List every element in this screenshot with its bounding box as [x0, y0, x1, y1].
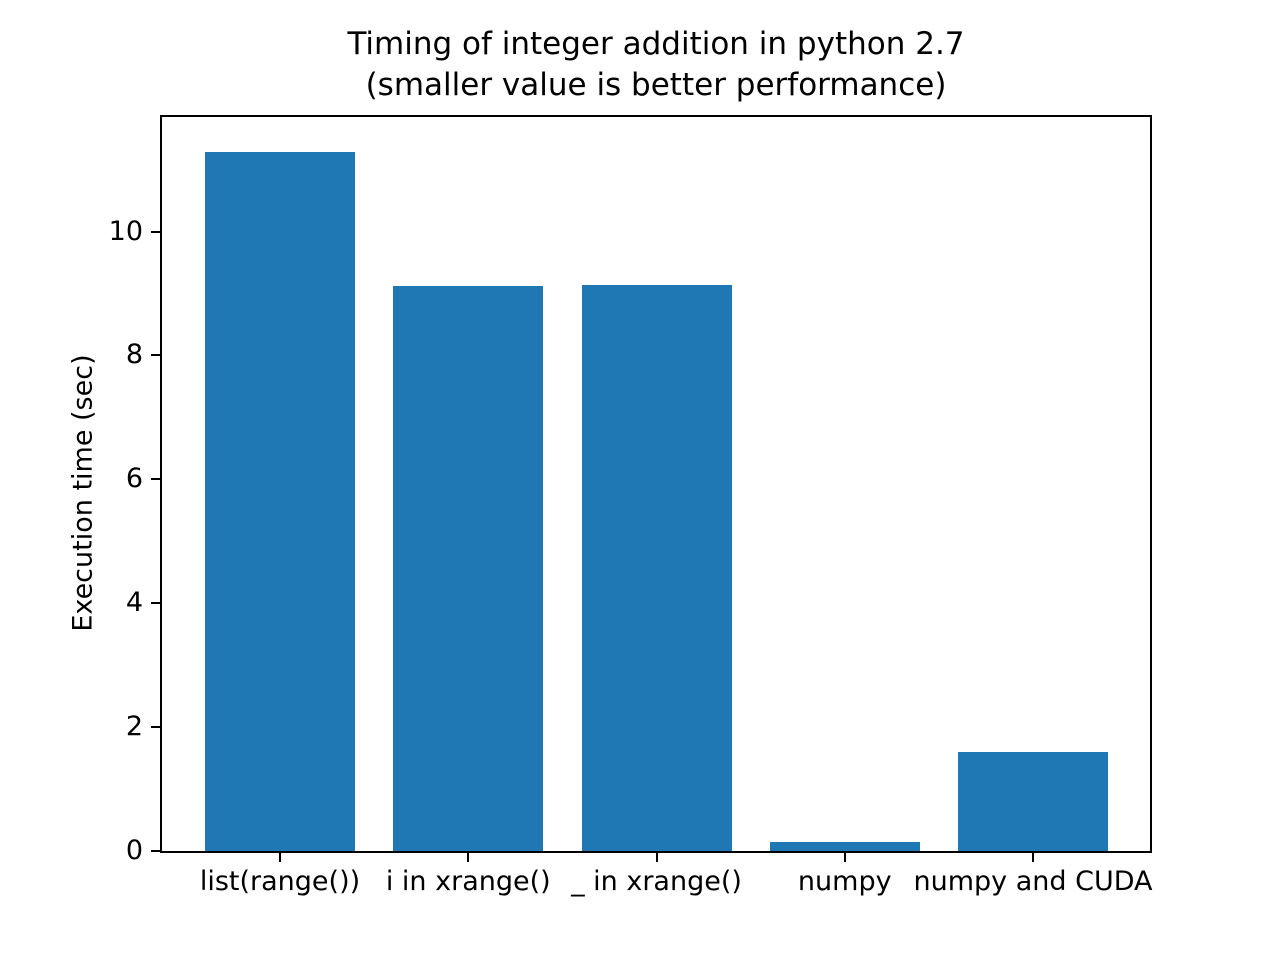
chart-title-line1: Timing of integer addition in python 2.7	[347, 26, 965, 62]
x-tick-mark	[1032, 853, 1034, 862]
y-tick-label: 10	[108, 215, 143, 247]
x-tick-label: _ in xrange()	[571, 866, 742, 897]
plot-area	[160, 115, 1152, 853]
bar-1	[393, 286, 544, 851]
bar-4	[958, 751, 1108, 851]
x-tick-label: numpy and CUDA	[913, 866, 1153, 897]
y-tick-label: 0	[125, 835, 143, 866]
chart-title: Timing of integer addition in python 2.7…	[160, 24, 1152, 106]
bar-3	[769, 842, 920, 851]
y-tick-mark	[151, 850, 160, 852]
y-tick-mark	[151, 602, 160, 605]
x-tick-mark	[655, 853, 658, 862]
y-tick-label: 2	[125, 711, 143, 743]
bar-2	[581, 284, 732, 851]
y-tick-label: 8	[125, 339, 143, 371]
y-tick-mark	[151, 478, 160, 481]
y-tick-mark	[151, 726, 160, 729]
x-tick-mark	[279, 853, 281, 862]
x-tick-mark	[467, 853, 470, 862]
chart-title-line2: (smaller value is better performance)	[365, 67, 947, 103]
x-tick-label: numpy	[797, 866, 892, 897]
y-tick-label: 4	[125, 587, 143, 619]
bar-0	[205, 152, 355, 851]
y-tick-label: 6	[125, 463, 143, 495]
x-tick-label: i in xrange()	[385, 866, 551, 897]
y-tick-mark	[151, 230, 160, 233]
x-tick-label: list(range())	[199, 866, 361, 897]
y-tick-mark	[151, 354, 160, 357]
x-tick-mark	[843, 853, 846, 862]
